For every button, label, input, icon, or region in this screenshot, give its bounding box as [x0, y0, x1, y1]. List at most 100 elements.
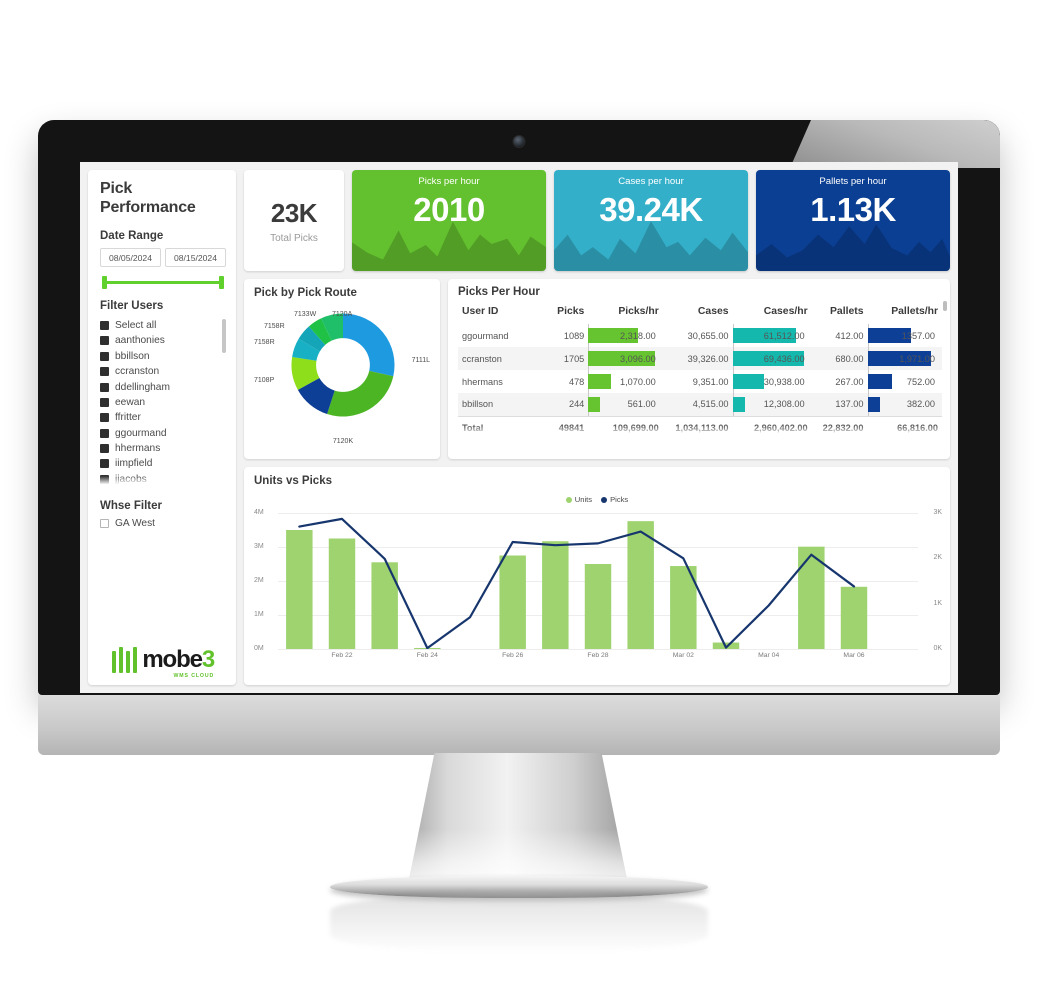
- picks-table: User ID Picks Picks/hr Cases Cases/hr Pallets…: [458, 301, 942, 439]
- kpi-card-pallets-per-hour[interactable]: Pallets per hour 1.13K: [756, 170, 950, 271]
- checkbox-icon[interactable]: [100, 336, 109, 346]
- table-cell: 1,070.00: [588, 370, 662, 393]
- donut-slice[interactable]: [298, 326, 326, 352]
- x-axis-tick: Mar 04: [758, 652, 780, 659]
- chart-bar[interactable]: [542, 541, 569, 649]
- pick-by-route-card: Pick by Pick Route 7111L 7120K 7108P 7158R 7…: [244, 279, 440, 459]
- gridline: [278, 649, 918, 650]
- table-cell: 1089: [563, 330, 585, 341]
- donut-chart[interactable]: 7111L 7120K 7108P 7158R 7158R 7133W 7120A: [254, 299, 432, 447]
- donut-slice[interactable]: [291, 356, 320, 390]
- slider-handle-right[interactable]: [219, 275, 224, 289]
- list-item[interactable]: Select all: [100, 318, 226, 333]
- donut-slice[interactable]: [343, 313, 395, 377]
- checkbox-icon[interactable]: [100, 459, 109, 469]
- donut-slice[interactable]: [327, 370, 394, 417]
- chart-legend[interactable]: Units Picks: [244, 495, 950, 504]
- table-cell: 244: [568, 399, 585, 410]
- checkbox-icon[interactable]: [100, 397, 109, 407]
- whse-filter-label: Whse Filter: [100, 499, 162, 512]
- monitor-stand-neck: [408, 753, 628, 885]
- donut-slice[interactable]: [321, 313, 343, 341]
- table-row[interactable]: hhermans 478 1,070.00 9,351.00 30,938.00 267.…: [458, 370, 942, 393]
- checkbox-icon[interactable]: [100, 518, 109, 528]
- x-axis-tick: Mar 06: [843, 652, 865, 659]
- legend-item[interactable]: Picks: [601, 495, 628, 504]
- table-scrollbar[interactable]: [943, 301, 947, 311]
- legend-swatch: [565, 496, 572, 503]
- logo-subtext: WMS CLOUD: [173, 673, 215, 680]
- inline-bar: [588, 397, 601, 412]
- x-axis-tick: Feb 24: [416, 652, 438, 659]
- list-item[interactable]: eewan: [100, 395, 226, 410]
- donut-slice[interactable]: [308, 318, 332, 345]
- list-item[interactable]: ffritter: [100, 410, 226, 425]
- table-cell: 39,326.00: [687, 353, 729, 364]
- filter-users-list[interactable]: Select all aanthonies bbillson ccranston dde…: [100, 318, 226, 486]
- chart-bar[interactable]: [584, 564, 612, 649]
- checkbox-icon[interactable]: [100, 320, 109, 330]
- table-cell: 3,096.00: [588, 347, 662, 370]
- donut-slice-label: 7158R: [264, 323, 285, 330]
- list-item[interactable]: aanthonies: [100, 333, 226, 348]
- table-row[interactable]: bbillson 244 561.00 4,515.00 12,308.00 137.00…: [458, 393, 942, 416]
- list-item[interactable]: ddellingham: [100, 379, 226, 394]
- chart-bar[interactable]: [286, 530, 313, 649]
- checkbox-icon[interactable]: [100, 351, 109, 361]
- chart-bar[interactable]: [499, 555, 526, 650]
- donut-slice-label: 7108P: [254, 377, 275, 384]
- chart-bar[interactable]: [371, 562, 398, 649]
- legend-item[interactable]: Units: [565, 495, 592, 504]
- table-column-header[interactable]: Picks: [557, 306, 585, 317]
- checkbox-icon[interactable]: [100, 382, 109, 392]
- mid-row: Pick by Pick Route 7111L 7120K 7108P 7158R 7…: [244, 279, 950, 459]
- y-axis-tick: 2M: [254, 577, 264, 584]
- list-item[interactable]: bbillson: [100, 349, 226, 364]
- whse-filter-option[interactable]: GA West: [100, 518, 226, 529]
- table-column-header[interactable]: User ID: [462, 306, 499, 317]
- table-column-header[interactable]: Cases: [697, 306, 729, 317]
- checkbox-icon[interactable]: [100, 367, 109, 377]
- checkbox-icon[interactable]: [100, 428, 109, 438]
- table-cell: 1705: [563, 353, 585, 364]
- table-column-header[interactable]: Picks/hr: [618, 306, 659, 317]
- list-item-label: hhermans: [115, 443, 161, 455]
- list-item[interactable]: ggourmand: [100, 425, 226, 440]
- donut-slice[interactable]: [292, 338, 320, 361]
- table-row[interactable]: ggourmand 1089 2,318.00 30,655.00 61,512.00 4…: [458, 324, 942, 347]
- checkbox-icon[interactable]: [100, 444, 109, 454]
- inline-bar: [867, 374, 892, 389]
- page-title-line1: Pick: [100, 180, 133, 197]
- table-column-header[interactable]: Pallets: [829, 306, 864, 317]
- donut-slice-label: 7111L: [411, 357, 430, 364]
- date-to-input[interactable]: 08/15/2024: [165, 247, 226, 267]
- date-from-input[interactable]: 08/05/2024: [100, 247, 161, 267]
- table-column-header[interactable]: Cases/hr: [763, 306, 808, 317]
- list-item[interactable]: iimpfield: [100, 456, 226, 471]
- list-item[interactable]: hhermans: [100, 441, 226, 456]
- table-column-header[interactable]: Pallets/hr: [891, 306, 938, 317]
- mobe3-logo: mobe3 WMS CLOUD: [100, 647, 226, 680]
- kpi-card-picks-per-hour[interactable]: Picks per hour 2010: [352, 170, 546, 271]
- donut-slice-label: 7133W: [294, 311, 317, 318]
- user-list-scrollbar[interactable]: [222, 318, 226, 353]
- chart-bar[interactable]: [840, 586, 868, 649]
- list-item-label: bbillson: [115, 350, 150, 362]
- table-row[interactable]: ccranston 1705 3,096.00 39,326.00 69,436.00 6…: [458, 347, 942, 370]
- donut-slice[interactable]: [297, 377, 335, 414]
- chart-bar[interactable]: [328, 538, 356, 650]
- list-item[interactable]: ccranston: [100, 364, 226, 379]
- slider-handle-left[interactable]: [102, 275, 107, 289]
- table-cell: 69,436.00: [732, 347, 812, 370]
- donut-svg: [291, 313, 395, 417]
- kpi-card-cases-per-hour[interactable]: Cases per hour 39.24K: [554, 170, 748, 271]
- date-range-slider[interactable]: [100, 275, 226, 289]
- bezel-highlight: [790, 120, 1000, 168]
- chart-bar[interactable]: [670, 566, 697, 649]
- chart-bar[interactable]: [627, 521, 654, 649]
- chart-plot-area[interactable]: 0M 1M 2M 3M 4M 0K 1K 2K 3K Feb 22 Feb 24 Feb 26 Feb …: [254, 509, 942, 663]
- checkbox-icon[interactable]: [100, 413, 109, 423]
- chart-line[interactable]: [299, 519, 854, 648]
- table-total-cell: 49841: [537, 415, 589, 439]
- y2-axis-tick: 3K: [933, 509, 942, 516]
